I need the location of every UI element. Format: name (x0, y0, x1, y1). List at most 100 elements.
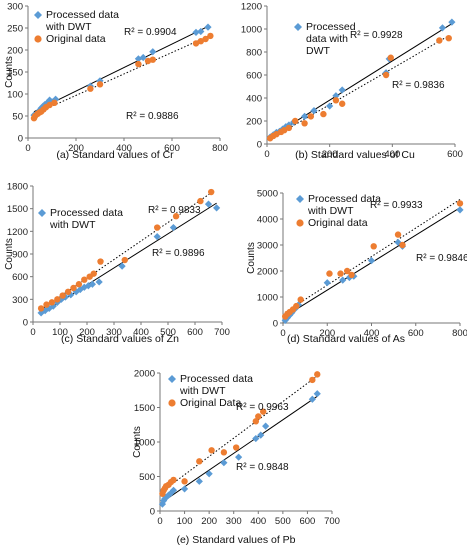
y-tick-label: 250 (7, 24, 23, 35)
legend-marker-original (168, 399, 176, 407)
r-squared-label: R² = 0.9933 (370, 200, 423, 211)
point-original (326, 270, 333, 277)
point-processed (204, 200, 213, 208)
r-squared-label: R² = 0.9886 (126, 111, 179, 122)
x-tick-label: 200 (201, 516, 217, 527)
x-tick-label: 400 (364, 328, 380, 339)
y-tick-label: 3000 (257, 241, 278, 252)
y-tick-label: 1200 (241, 2, 262, 13)
y-tick-label: 600 (12, 272, 28, 283)
y-tick-label: 0 (18, 134, 23, 145)
x-tick-label: 0 (280, 328, 285, 339)
legend-label: Processed data (50, 207, 123, 219)
x-tick-label: 0 (30, 327, 35, 338)
chart-cr: 0 50 100 150 200 250 300 0 200 400 600 800 Counts (a)… (4, 2, 228, 162)
point-original (135, 60, 142, 68)
legend-label: with DWT (179, 385, 226, 397)
point-processed (326, 102, 334, 110)
y-tick-label: 0 (273, 319, 278, 330)
point-original (43, 301, 50, 308)
point-original (332, 97, 340, 104)
y-tick-label: 2000 (257, 267, 278, 278)
x-tick-label: 200 (322, 149, 338, 160)
point-processed (367, 257, 376, 265)
point-processed (139, 53, 147, 62)
x-tick-label: 600 (299, 516, 315, 527)
point-processed (394, 238, 402, 246)
point-processed (52, 95, 60, 103)
point-original (46, 101, 53, 109)
point-original (339, 100, 346, 107)
x-tick-label: 0 (25, 143, 30, 154)
r-squared-label: R² = 0.9904 (124, 27, 177, 38)
point-original (48, 299, 56, 306)
chart-caption: (e) Standard values of Pb (176, 534, 295, 546)
point-original (320, 110, 327, 118)
point-original (51, 99, 58, 107)
y-axis-label: Counts (246, 242, 257, 274)
r-squared-label: R² = 0.9836 (392, 80, 445, 91)
x-tick-label: 800 (212, 143, 228, 154)
trendline-original (162, 375, 318, 492)
y-tick-label: 50 (12, 112, 23, 123)
trendline-original (33, 34, 211, 115)
y-tick-label: 1000 (241, 25, 262, 36)
chart-caption: (a) Standard values of Cr (56, 149, 174, 161)
legend-marker-original (296, 219, 304, 227)
point-original (81, 276, 88, 283)
point-original (149, 56, 156, 63)
legend-marker-processed (294, 23, 302, 31)
y-tick-label: 1800 (7, 182, 28, 193)
point-original (202, 35, 209, 43)
y-tick-label: 200 (7, 46, 23, 57)
r-squared-label: R² = 0.9848 (236, 462, 289, 473)
point-processed (262, 422, 270, 430)
x-tick-label: 600 (164, 143, 180, 154)
x-tick-label: 100 (52, 327, 68, 338)
y-tick-label: 800 (246, 48, 262, 59)
point-original (196, 458, 203, 465)
x-tick-label: 100 (177, 516, 193, 527)
point-original (90, 270, 97, 277)
legend-label: Processed (306, 21, 356, 33)
x-tick-label: 600 (408, 328, 424, 339)
trendline-original (40, 192, 212, 310)
point-processed (332, 92, 340, 100)
point-processed (235, 453, 243, 461)
y-tick-label: 1000 (257, 293, 278, 304)
y-axis-label: Counts (132, 426, 143, 458)
y-tick-label: 2000 (134, 369, 155, 380)
x-tick-label: 300 (106, 327, 122, 338)
trendline-original (269, 35, 449, 140)
legend-label: Original data (46, 33, 106, 45)
point-original (64, 288, 72, 295)
chart-caption: (c) Standard values of Zn (61, 333, 179, 345)
legend-label: with DWT (49, 219, 96, 231)
x-tick-label: 200 (319, 328, 335, 339)
point-original (144, 57, 152, 65)
y-tick-label: 600 (246, 71, 262, 82)
point-original (37, 305, 45, 312)
point-processed (456, 206, 464, 214)
point-original (348, 271, 355, 279)
point-processed (281, 316, 289, 324)
point-processed (153, 233, 161, 241)
y-tick-label: 1000 (134, 438, 155, 449)
point-original (181, 478, 188, 485)
trendline-processed (162, 395, 318, 503)
point-original (121, 256, 128, 264)
trendline-processed (269, 23, 453, 138)
point-original (59, 292, 66, 299)
x-tick-label: 0 (264, 149, 269, 160)
point-processed (45, 304, 53, 312)
x-tick-label: 700 (214, 327, 230, 338)
legend-label: Original Data (180, 397, 241, 409)
chart-as: 0 1000 2000 3000 4000 5000 0 200 400 600 800 Counts… (246, 189, 467, 346)
chart-cu: 0 200 400 600 800 1000 1200 0 200 400 600 (b) Stand… (241, 2, 463, 162)
x-tick-label: 600 (187, 327, 203, 338)
legend-label: Processed data (180, 373, 253, 385)
point-processed (197, 27, 205, 36)
legend-label: Original data (308, 217, 368, 229)
